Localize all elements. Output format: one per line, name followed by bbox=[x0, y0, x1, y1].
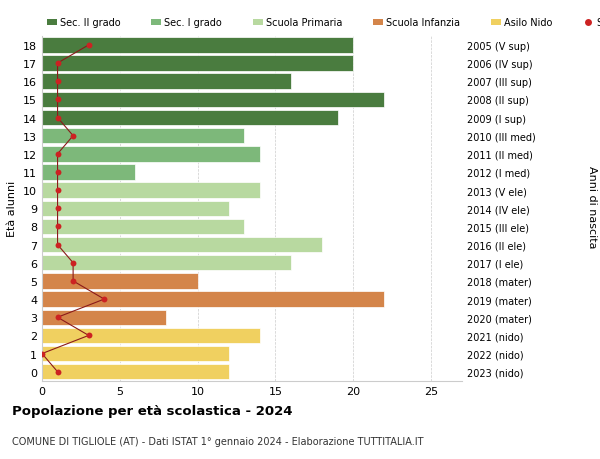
Legend: Sec. II grado, Sec. I grado, Scuola Primaria, Scuola Infanzia, Asilo Nido, Stran: Sec. II grado, Sec. I grado, Scuola Prim… bbox=[47, 18, 600, 28]
Bar bbox=[42, 165, 136, 180]
Bar bbox=[42, 38, 353, 54]
Point bbox=[53, 368, 62, 375]
Bar bbox=[42, 310, 166, 325]
Bar bbox=[42, 74, 291, 90]
Point bbox=[53, 78, 62, 86]
Bar bbox=[42, 147, 260, 162]
Point bbox=[53, 115, 62, 122]
Point bbox=[37, 350, 47, 358]
Point bbox=[84, 332, 94, 339]
Point bbox=[68, 133, 78, 140]
Bar bbox=[42, 92, 384, 108]
Bar bbox=[42, 129, 244, 144]
Bar bbox=[42, 237, 322, 253]
Point bbox=[100, 296, 109, 303]
Point bbox=[68, 259, 78, 267]
Point bbox=[53, 187, 62, 195]
Bar bbox=[42, 292, 384, 307]
Text: Popolazione per età scolastica - 2024: Popolazione per età scolastica - 2024 bbox=[12, 404, 293, 417]
Bar bbox=[42, 274, 197, 289]
Bar bbox=[42, 56, 353, 72]
Y-axis label: Età alunni: Età alunni bbox=[7, 181, 17, 237]
Point bbox=[53, 314, 62, 321]
Bar bbox=[42, 219, 244, 235]
Point bbox=[53, 169, 62, 176]
Point bbox=[53, 96, 62, 104]
Text: Anni di nascita: Anni di nascita bbox=[587, 165, 597, 248]
Point bbox=[53, 151, 62, 158]
Bar bbox=[42, 364, 229, 380]
Point bbox=[53, 60, 62, 67]
Point bbox=[53, 223, 62, 230]
Text: COMUNE DI TIGLIOLE (AT) - Dati ISTAT 1° gennaio 2024 - Elaborazione TUTTITALIA.I: COMUNE DI TIGLIOLE (AT) - Dati ISTAT 1° … bbox=[12, 436, 424, 446]
Bar bbox=[42, 346, 229, 362]
Bar bbox=[42, 111, 338, 126]
Bar bbox=[42, 201, 229, 217]
Point bbox=[53, 205, 62, 213]
Bar bbox=[42, 328, 260, 343]
Point bbox=[84, 42, 94, 50]
Bar bbox=[42, 183, 260, 198]
Point bbox=[53, 241, 62, 249]
Bar bbox=[42, 256, 291, 271]
Point bbox=[68, 278, 78, 285]
